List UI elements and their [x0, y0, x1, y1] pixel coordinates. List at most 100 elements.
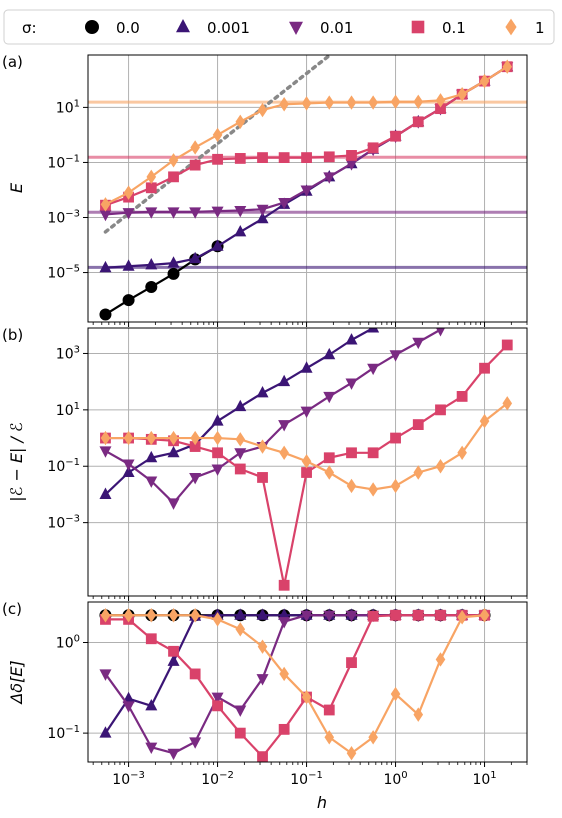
data-point	[168, 171, 179, 183]
data-point	[211, 692, 224, 704]
legend-label: 0.01	[320, 19, 353, 37]
data-point	[190, 430, 200, 446]
data-point	[346, 657, 357, 669]
data-point	[167, 748, 180, 761]
data-point	[123, 608, 134, 623]
reference-line	[103, 55, 333, 234]
legend-frame	[3, 9, 555, 45]
data-point	[167, 207, 180, 219]
data-point	[457, 610, 467, 625]
y-tick-label: 10−5	[47, 264, 80, 282]
data-point	[345, 610, 358, 623]
data-point	[300, 610, 313, 623]
data-point	[99, 669, 112, 681]
data-point	[390, 94, 401, 109]
data-point	[368, 482, 378, 497]
y-tick-label: 10−1	[47, 153, 80, 171]
data-point	[278, 374, 291, 387]
data-point	[324, 465, 335, 480]
data-point	[346, 150, 357, 161]
data-point	[435, 652, 446, 667]
x-tick-label: 10−1	[290, 770, 323, 788]
data-point	[167, 267, 180, 280]
data-point	[323, 391, 336, 404]
data-point	[122, 701, 135, 713]
data-point	[279, 445, 289, 460]
legend-marker-icon	[505, 18, 517, 36]
data-point	[435, 404, 446, 416]
data-point	[145, 182, 157, 194]
data-point	[190, 140, 200, 155]
data-point	[189, 159, 201, 171]
y-tick-label: 100	[56, 634, 80, 652]
data-point	[389, 350, 402, 362]
data-point	[435, 93, 446, 108]
series-1	[100, 608, 490, 761]
data-point	[323, 151, 335, 163]
data-point	[390, 432, 401, 444]
data-point	[212, 447, 223, 459]
data-point	[167, 654, 180, 666]
y-axis-label: |ℰ − E| / ℰ	[7, 422, 26, 502]
data-point	[367, 328, 380, 333]
data-point	[234, 448, 247, 460]
data-point	[324, 730, 335, 745]
y-tick-label: 10−1	[47, 457, 80, 475]
data-point	[189, 472, 202, 485]
data-point	[345, 159, 358, 171]
plot-content	[99, 328, 513, 591]
data-point	[479, 73, 490, 89]
plot-content	[99, 608, 491, 762]
data-point	[346, 478, 357, 494]
data-point	[413, 465, 424, 480]
data-point	[412, 116, 424, 128]
data-point	[99, 487, 112, 499]
series-1	[100, 396, 513, 497]
legend-entry: 1	[505, 18, 545, 37]
data-point	[100, 608, 111, 623]
data-point	[212, 153, 223, 165]
legend-title: σ:	[22, 19, 37, 37]
data-point	[279, 666, 289, 682]
data-point	[301, 96, 312, 111]
data-point	[99, 260, 112, 273]
data-point	[168, 153, 179, 168]
data-point	[345, 378, 358, 390]
legend-marker-icon	[289, 21, 303, 36]
data-point	[234, 727, 246, 739]
data-point	[167, 256, 180, 268]
data-point	[234, 399, 247, 412]
data-point	[323, 172, 336, 184]
data-point	[278, 608, 291, 620]
data-point	[367, 142, 379, 154]
data-point	[145, 257, 158, 270]
data-point	[413, 94, 424, 109]
data-point	[390, 609, 401, 621]
data-point	[99, 446, 112, 458]
data-point	[99, 726, 112, 738]
data-point	[235, 622, 246, 637]
y-tick-label: 10−3	[47, 209, 80, 227]
data-point	[368, 95, 378, 110]
x-tick-label: 10−2	[201, 770, 234, 788]
data-point	[168, 645, 179, 657]
x-tick-label: 10−3	[112, 770, 145, 788]
data-point	[301, 454, 312, 469]
data-point	[367, 447, 379, 459]
data-point	[301, 689, 312, 705]
data-point	[278, 723, 290, 735]
data-point	[278, 617, 291, 629]
data-point	[257, 102, 268, 118]
data-point	[235, 114, 246, 129]
data-point	[146, 430, 157, 446]
data-point	[167, 498, 180, 510]
y-tick-label: 10−3	[47, 514, 80, 532]
y-tick-label: 10−1	[47, 724, 80, 742]
data-point	[367, 610, 379, 622]
x-tick-label: 100	[383, 770, 407, 788]
data-point	[257, 639, 268, 654]
data-point	[300, 185, 313, 197]
y-tick-label: 103	[56, 344, 80, 362]
data-point	[122, 465, 135, 477]
panel-a: 10−5 10−3 10−1 101 (a) E	[2, 53, 528, 327]
